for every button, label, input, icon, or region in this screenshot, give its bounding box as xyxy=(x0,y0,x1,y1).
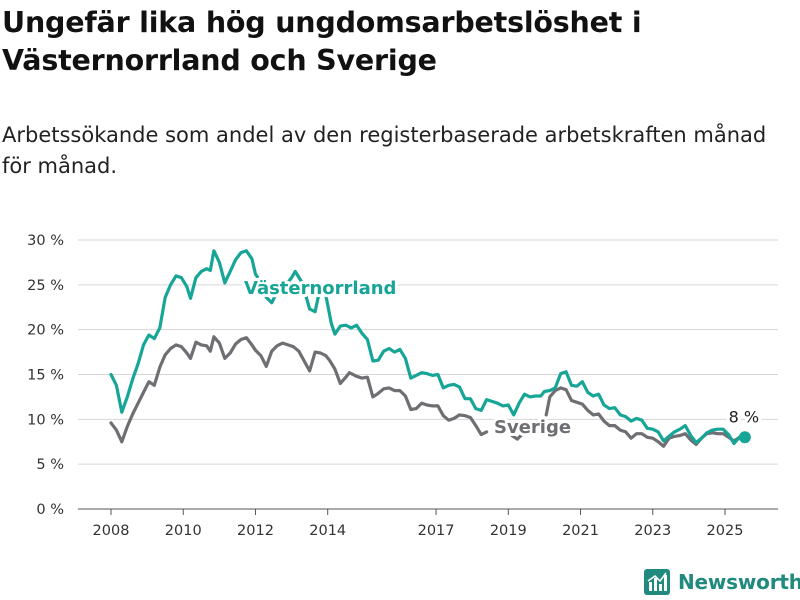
x-tick-label: 2010 xyxy=(165,523,202,539)
series-line-sverige xyxy=(109,335,747,448)
x-tick-label: 2021 xyxy=(562,523,599,539)
end-point-marker xyxy=(738,431,751,444)
y-tick-label: 15 % xyxy=(27,368,64,384)
x-axis-ticks: 2008 2010 2012 2014 2017 2019 2021 2023 2025 xyxy=(93,509,744,539)
x-tick-label: 2014 xyxy=(309,523,346,539)
series-labels: VästernorrlandVästernorrlandSverigeSveri… xyxy=(241,275,762,441)
series-line-vasternorrland xyxy=(109,249,747,446)
newsworthy-logo: Newsworthy xyxy=(644,568,800,596)
x-tick-label: 2017 xyxy=(418,523,455,539)
y-tick-label: 20 % xyxy=(27,323,64,339)
series-label-vasternorrland-halo: Västernorrland xyxy=(244,278,396,299)
y-axis-ticks: 0 % 5 % 10 % 15 % 20 % 25 % 30 % xyxy=(27,233,64,518)
x-tick-label: 2023 xyxy=(634,523,671,539)
x-tick-label: 2019 xyxy=(490,523,527,539)
series-lines xyxy=(109,249,751,448)
series-label-sverige: Sverige xyxy=(494,417,571,438)
y-tick-label: 25 % xyxy=(27,278,64,294)
y-tick-label: 5 % xyxy=(36,457,64,473)
brand-name: Newsworthy xyxy=(678,570,800,594)
x-tick-label: 2012 xyxy=(237,523,274,539)
y-tick-label: 0 % xyxy=(36,502,64,518)
x-tick-label: 2008 xyxy=(93,523,130,539)
bar-chart-logo-icon xyxy=(644,569,670,595)
x-tick-label: 2025 xyxy=(707,523,744,539)
end-value-label-halo: 8 % xyxy=(729,407,759,426)
chart-subtitle: Arbetssökande som andel av den registerb… xyxy=(2,123,767,178)
end-value-label: 8 % xyxy=(729,407,759,426)
series-label-sverige-halo: Sverige xyxy=(494,417,571,438)
y-tick-label: 10 % xyxy=(27,412,64,428)
y-tick-label: 30 % xyxy=(27,233,64,249)
grid-lines xyxy=(78,239,778,510)
chart-title: Ungefär lika hög ungdomsarbetslöshet i V… xyxy=(2,6,642,77)
series-label-vasternorrland: Västernorrland xyxy=(244,278,396,299)
